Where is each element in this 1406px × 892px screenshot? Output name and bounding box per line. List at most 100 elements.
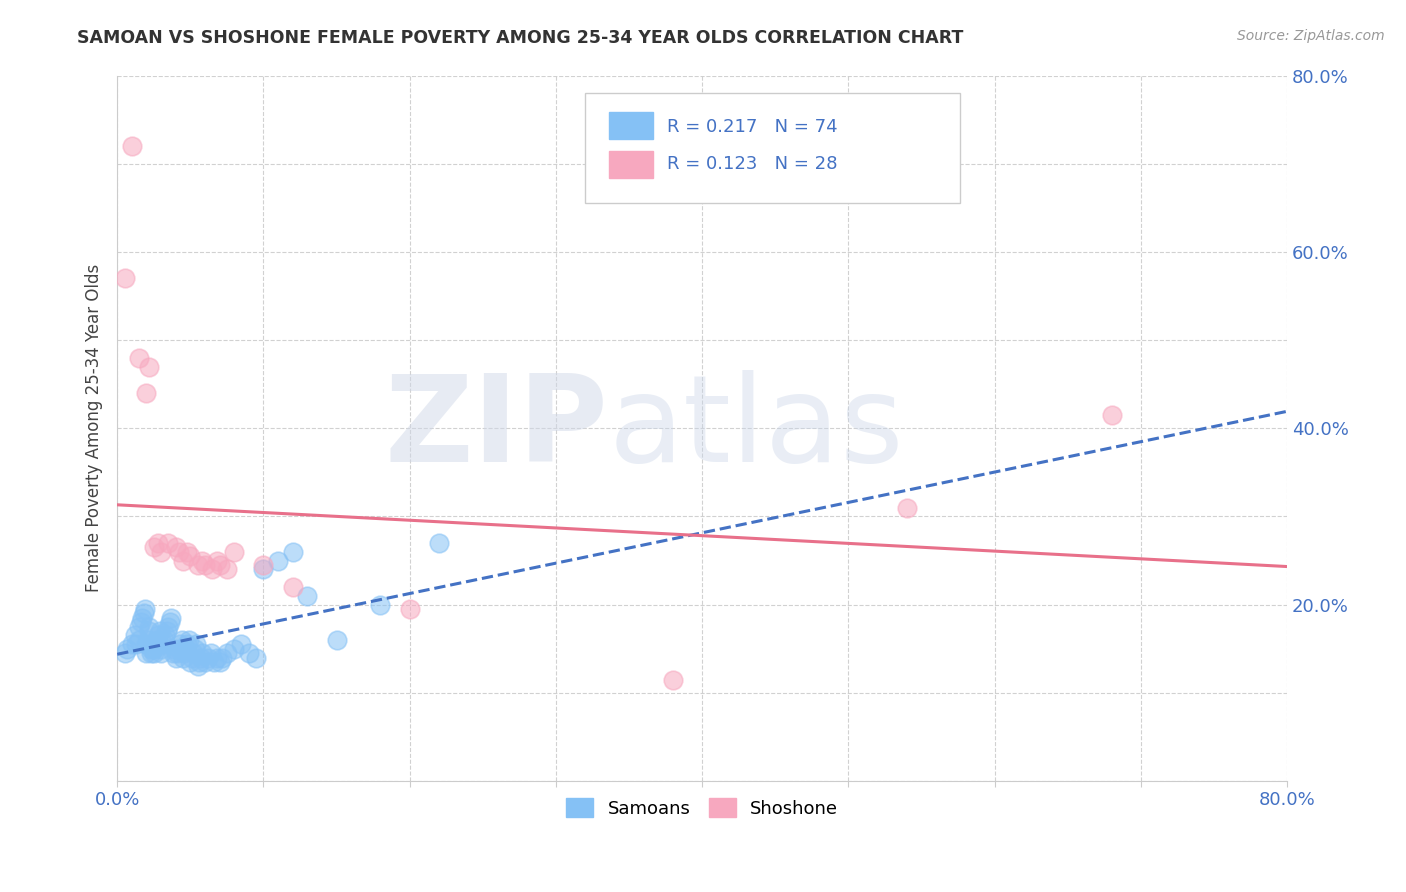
Point [245,650,267,665]
Point [114,646,136,660]
Point [150,646,173,660]
Point [205,553,228,567]
Point [135,646,157,660]
Point [160,611,183,625]
Point [173,646,195,660]
Point [128,620,150,634]
Point [170,632,193,647]
Point [132,607,155,621]
Point [174,641,197,656]
Point [224,641,246,656]
Point [200,646,222,660]
Point [128,632,150,647]
Point [231,637,253,651]
Point [224,545,246,559]
Point [157,620,180,634]
Point [153,632,176,647]
Point [138,624,160,638]
Point [172,553,194,567]
Point [208,655,231,669]
Point [179,549,201,563]
Point [186,637,208,651]
Point [370,598,392,612]
Point [150,641,173,656]
FancyBboxPatch shape [609,112,652,139]
Text: atlas: atlas [609,370,904,487]
Legend: Samoans, Shoshone: Samoans, Shoshone [560,791,845,825]
Point [190,650,212,665]
Point [142,646,165,660]
Point [183,641,205,656]
Point [211,650,233,665]
Text: R = 0.217   N = 74: R = 0.217 N = 74 [666,118,838,136]
Point [135,386,157,401]
Point [136,632,159,647]
Point [155,628,177,642]
Point [179,655,201,669]
Point [125,637,148,651]
Point [138,620,160,634]
Point [157,536,180,550]
Point [252,562,274,576]
FancyBboxPatch shape [609,151,652,178]
FancyBboxPatch shape [585,93,959,202]
Point [162,646,184,660]
Point [180,650,202,665]
Point [117,641,139,656]
Point [149,624,172,638]
Point [150,545,173,559]
Point [128,351,150,365]
Point [252,558,274,572]
Point [143,637,166,651]
Point [427,536,450,550]
Point [662,673,685,687]
Point [139,646,162,660]
Point [205,650,228,665]
Point [238,646,260,660]
Point [194,558,217,572]
Point [166,646,188,660]
Y-axis label: Female Poverty Among 25-34 Year Olds: Female Poverty Among 25-34 Year Olds [86,264,103,592]
Point [135,637,157,651]
Point [167,641,190,656]
Point [141,637,163,651]
Point [142,541,165,555]
Point [129,615,152,630]
Point [1101,408,1123,422]
Point [131,611,153,625]
Point [325,632,347,647]
Point [215,562,238,576]
Point [297,589,319,603]
Text: Source: ZipAtlas.com: Source: ZipAtlas.com [1237,29,1385,43]
Point [267,553,290,567]
Point [165,541,187,555]
Text: R = 0.123   N = 28: R = 0.123 N = 28 [666,155,838,173]
Point [139,641,162,656]
Point [188,655,211,669]
Point [281,580,304,594]
Point [169,637,191,651]
Point [177,632,200,647]
Point [163,641,186,656]
Point [165,650,187,665]
Point [191,646,214,660]
Point [145,632,167,647]
Point [156,624,179,638]
Point [208,558,231,572]
Point [146,536,169,550]
Point [172,650,194,665]
Point [121,637,143,651]
Point [176,637,198,651]
Point [134,602,156,616]
Point [124,628,146,642]
Point [181,646,204,660]
Point [281,545,304,559]
Point [146,628,169,642]
Point [194,655,217,669]
Point [191,553,214,567]
Point [167,545,190,559]
Point [152,637,174,651]
Text: SAMOAN VS SHOSHONE FEMALE POVERTY AMONG 25-34 YEAR OLDS CORRELATION CHART: SAMOAN VS SHOSHONE FEMALE POVERTY AMONG … [77,29,963,46]
Point [197,650,219,665]
Point [201,562,224,576]
